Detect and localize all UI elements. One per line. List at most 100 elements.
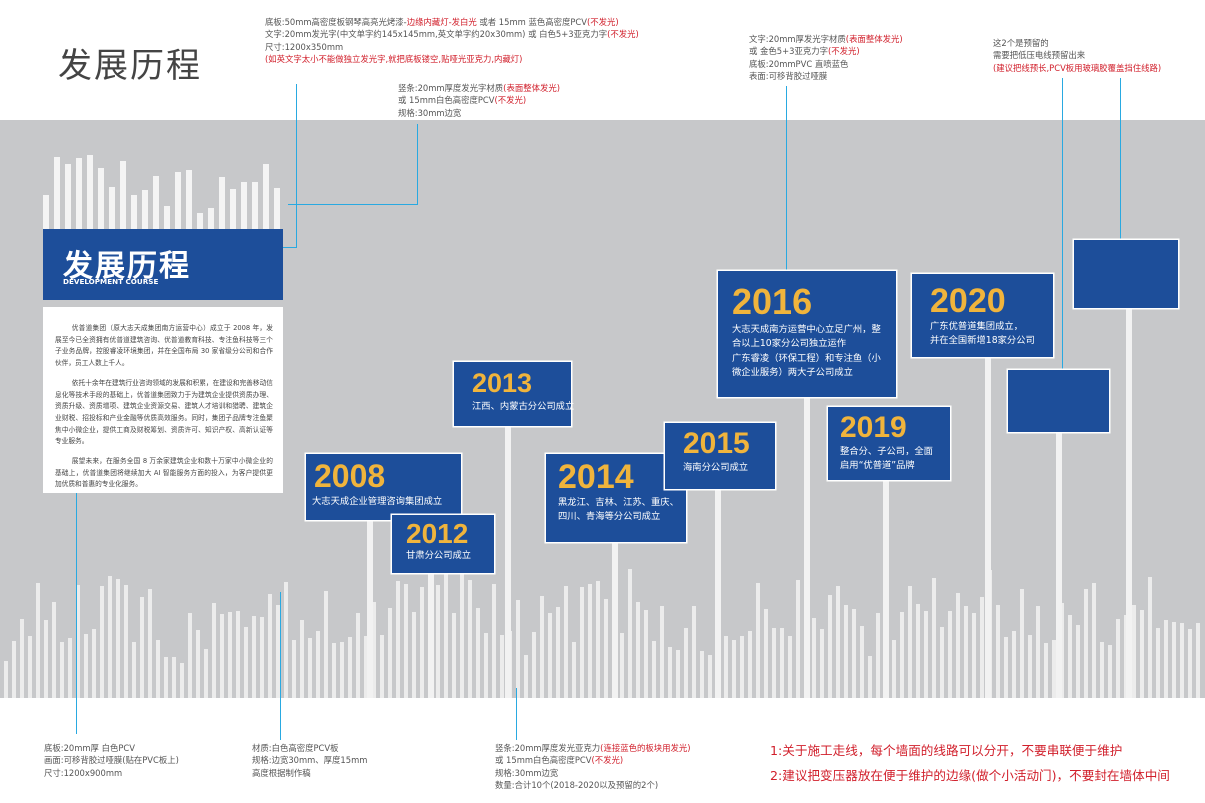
floor-bar xyxy=(140,597,144,698)
note-poles-spec: 竖条:20mm厚度发光亚克力(连接蓝色的板块用发光) 或 15mm白色高密度PCV… xyxy=(495,742,690,792)
milestone-text-line: 广东优普道集团成立， xyxy=(930,321,1023,332)
floor-bar xyxy=(212,603,216,698)
floor-bar xyxy=(764,609,768,698)
floor-bar xyxy=(188,613,192,698)
floor-bar xyxy=(124,585,128,698)
milestone-text-line: 海南分公司成立 xyxy=(683,462,749,473)
intro-paragraph-1: 优普道集团（原大志天成集团南方运营中心）成立于 2008 年，发展至今已全资拥有… xyxy=(55,324,273,368)
skyline-bar xyxy=(87,155,93,229)
floor-bar xyxy=(1180,623,1184,698)
floor-bar xyxy=(644,610,648,698)
floor-bar xyxy=(660,606,664,698)
floor-bar xyxy=(340,642,344,698)
intro-paragraph-3: 展望未来，在服务全国 8 万余家建筑企业和数十万家中小微企业的基础上，优普道集团… xyxy=(55,457,273,489)
note-reserved-spec: 这2个是预留的 需要把低压电线预留出来 (建议把线预长,PCV板用玻璃胶覆盖挡住线路… xyxy=(993,37,1161,74)
floor-bar xyxy=(468,580,472,698)
note-text: 高度根据制作稿 xyxy=(252,767,311,778)
floor-bar xyxy=(820,629,824,698)
pole-2015 xyxy=(715,489,721,698)
note-line: 底板:20mm厚 白色PCV xyxy=(44,742,179,754)
milestone-year: 2020 xyxy=(930,282,1006,320)
floor-bar xyxy=(964,606,968,698)
floor-bar xyxy=(4,661,8,698)
note-line: 高度根据制作稿 xyxy=(252,767,367,779)
note-line: 底板:20mmPVC 直喷蓝色 xyxy=(749,58,903,70)
note-line: 这2个是预留的 xyxy=(993,37,1161,49)
floor-bar xyxy=(1020,589,1024,698)
note-line: 或 15mm白色高密度PCV(不发光) xyxy=(495,754,690,766)
leader-line-reserved-2 xyxy=(1120,78,1121,260)
note-text: 需要把低压电线预留出来 xyxy=(993,50,1086,61)
milestone-year: 2012 xyxy=(406,518,469,549)
milestone-year: 2016 xyxy=(732,281,813,322)
note-text: 文字:20mm发光字(中文单字约145x145mm,英文单字约20x30mm) … xyxy=(265,29,608,40)
floor-bar xyxy=(172,657,176,698)
reserved-card-1 xyxy=(1008,370,1109,432)
note-text-red: (连接蓝色的板块用发光) xyxy=(600,743,691,753)
pole-2008 xyxy=(367,520,373,698)
skyline-bar xyxy=(43,195,49,229)
milestone-year: 2015 xyxy=(683,427,750,460)
floor-bar xyxy=(652,641,656,698)
floor-bar xyxy=(836,586,840,698)
milestone-text-line: 启用“优普道”品牌 xyxy=(840,460,915,471)
note-bars-spec: 竖条:20mm厚度发光字材质(表面整体发光) 或 15mm白色高密度PCV(不发光… xyxy=(398,82,560,119)
milestone-2019: 2019 整合分、子公司，全面 启用“优普道”品牌 xyxy=(828,407,950,480)
note-line: 文字:20mm厚发光字材质(表面整体发光) xyxy=(749,33,903,45)
reserved-card-2 xyxy=(1074,240,1178,308)
note-text: 竖条:20mm厚度发光亚克力 xyxy=(495,743,601,753)
floor-bar xyxy=(1052,640,1056,698)
floor-bar xyxy=(868,656,872,698)
floor-bar xyxy=(548,613,552,698)
note-text-red: (不发光) xyxy=(494,95,527,106)
note-line: 或 金色5+3亚克力字(不发光) xyxy=(749,45,903,57)
floor-bar xyxy=(940,627,944,698)
floor-bar xyxy=(572,642,576,698)
note-text: 底板:20mmPVC 直喷蓝色 xyxy=(749,58,849,69)
floor-bar xyxy=(180,663,184,698)
note-line: (建议把线预长,PCV板用玻璃胶覆盖挡住线路) xyxy=(993,62,1161,74)
floor-bar xyxy=(1100,642,1104,698)
note-text-red: 边缘内藏灯-发白光 xyxy=(406,17,477,27)
floor-bar xyxy=(20,619,24,698)
milestone-text-line: 大志天成企业管理咨询集团成立 xyxy=(312,496,443,507)
floor-bar xyxy=(396,581,400,698)
floor-bar xyxy=(540,596,544,698)
floor-bar xyxy=(36,583,40,698)
page-title: 发展历程 xyxy=(58,46,202,86)
floor-bar xyxy=(148,589,152,698)
construction-note-2: 2:建议把变压器放在便于维护的边缘(做个小活动门)，不要封在墙体中间 xyxy=(770,768,1170,783)
note-text: 尺寸:1200x900mm xyxy=(44,767,123,778)
floor-bar xyxy=(844,605,848,698)
floor-bar xyxy=(1164,620,1168,698)
milestone-year: 2014 xyxy=(558,458,634,496)
note-line: 文字:20mm发光字(中文单字约145x145mm,英文单字约20x30mm) … xyxy=(265,28,639,40)
pole-2016 xyxy=(804,397,810,698)
note-text: 材质:白色高密度PCV板 xyxy=(252,743,339,753)
floor-bar xyxy=(596,581,600,698)
floor-bar xyxy=(924,611,928,698)
skyline-bar xyxy=(274,188,280,229)
leader-line-base xyxy=(76,476,77,734)
floor-bar xyxy=(236,611,240,698)
note-text: 规格:边宽30mm、厚度15mm xyxy=(252,755,368,766)
floor-bar xyxy=(420,587,424,698)
note-text-red: (不发光) xyxy=(827,46,860,57)
floor-bar xyxy=(60,642,64,698)
note-base-spec: 底板:20mm厚 白色PCV 画面:可移背胶过哑膜(贴在PVC板上) 尺寸:1200… xyxy=(44,742,179,779)
floor-bar xyxy=(492,584,496,698)
floor-bar xyxy=(324,591,328,698)
note-text: 画面:可移背胶过哑膜(贴在PVC板上) xyxy=(44,755,179,766)
floor-bar xyxy=(484,633,488,698)
leader-line-reserved-1 xyxy=(1062,78,1063,404)
floor-bar xyxy=(228,612,232,698)
pole-2014 xyxy=(612,542,618,698)
floor-bar xyxy=(92,629,96,698)
note-text: 数量:合计10个(2018-2020以及预留的2个) xyxy=(495,780,659,791)
note-text-red: (不发光) xyxy=(591,755,624,766)
floor-bar xyxy=(828,595,832,698)
floor-bar xyxy=(1004,637,1008,698)
floor-bar xyxy=(356,613,360,698)
floor-bar xyxy=(732,640,736,698)
floor-bar xyxy=(1028,635,1032,698)
